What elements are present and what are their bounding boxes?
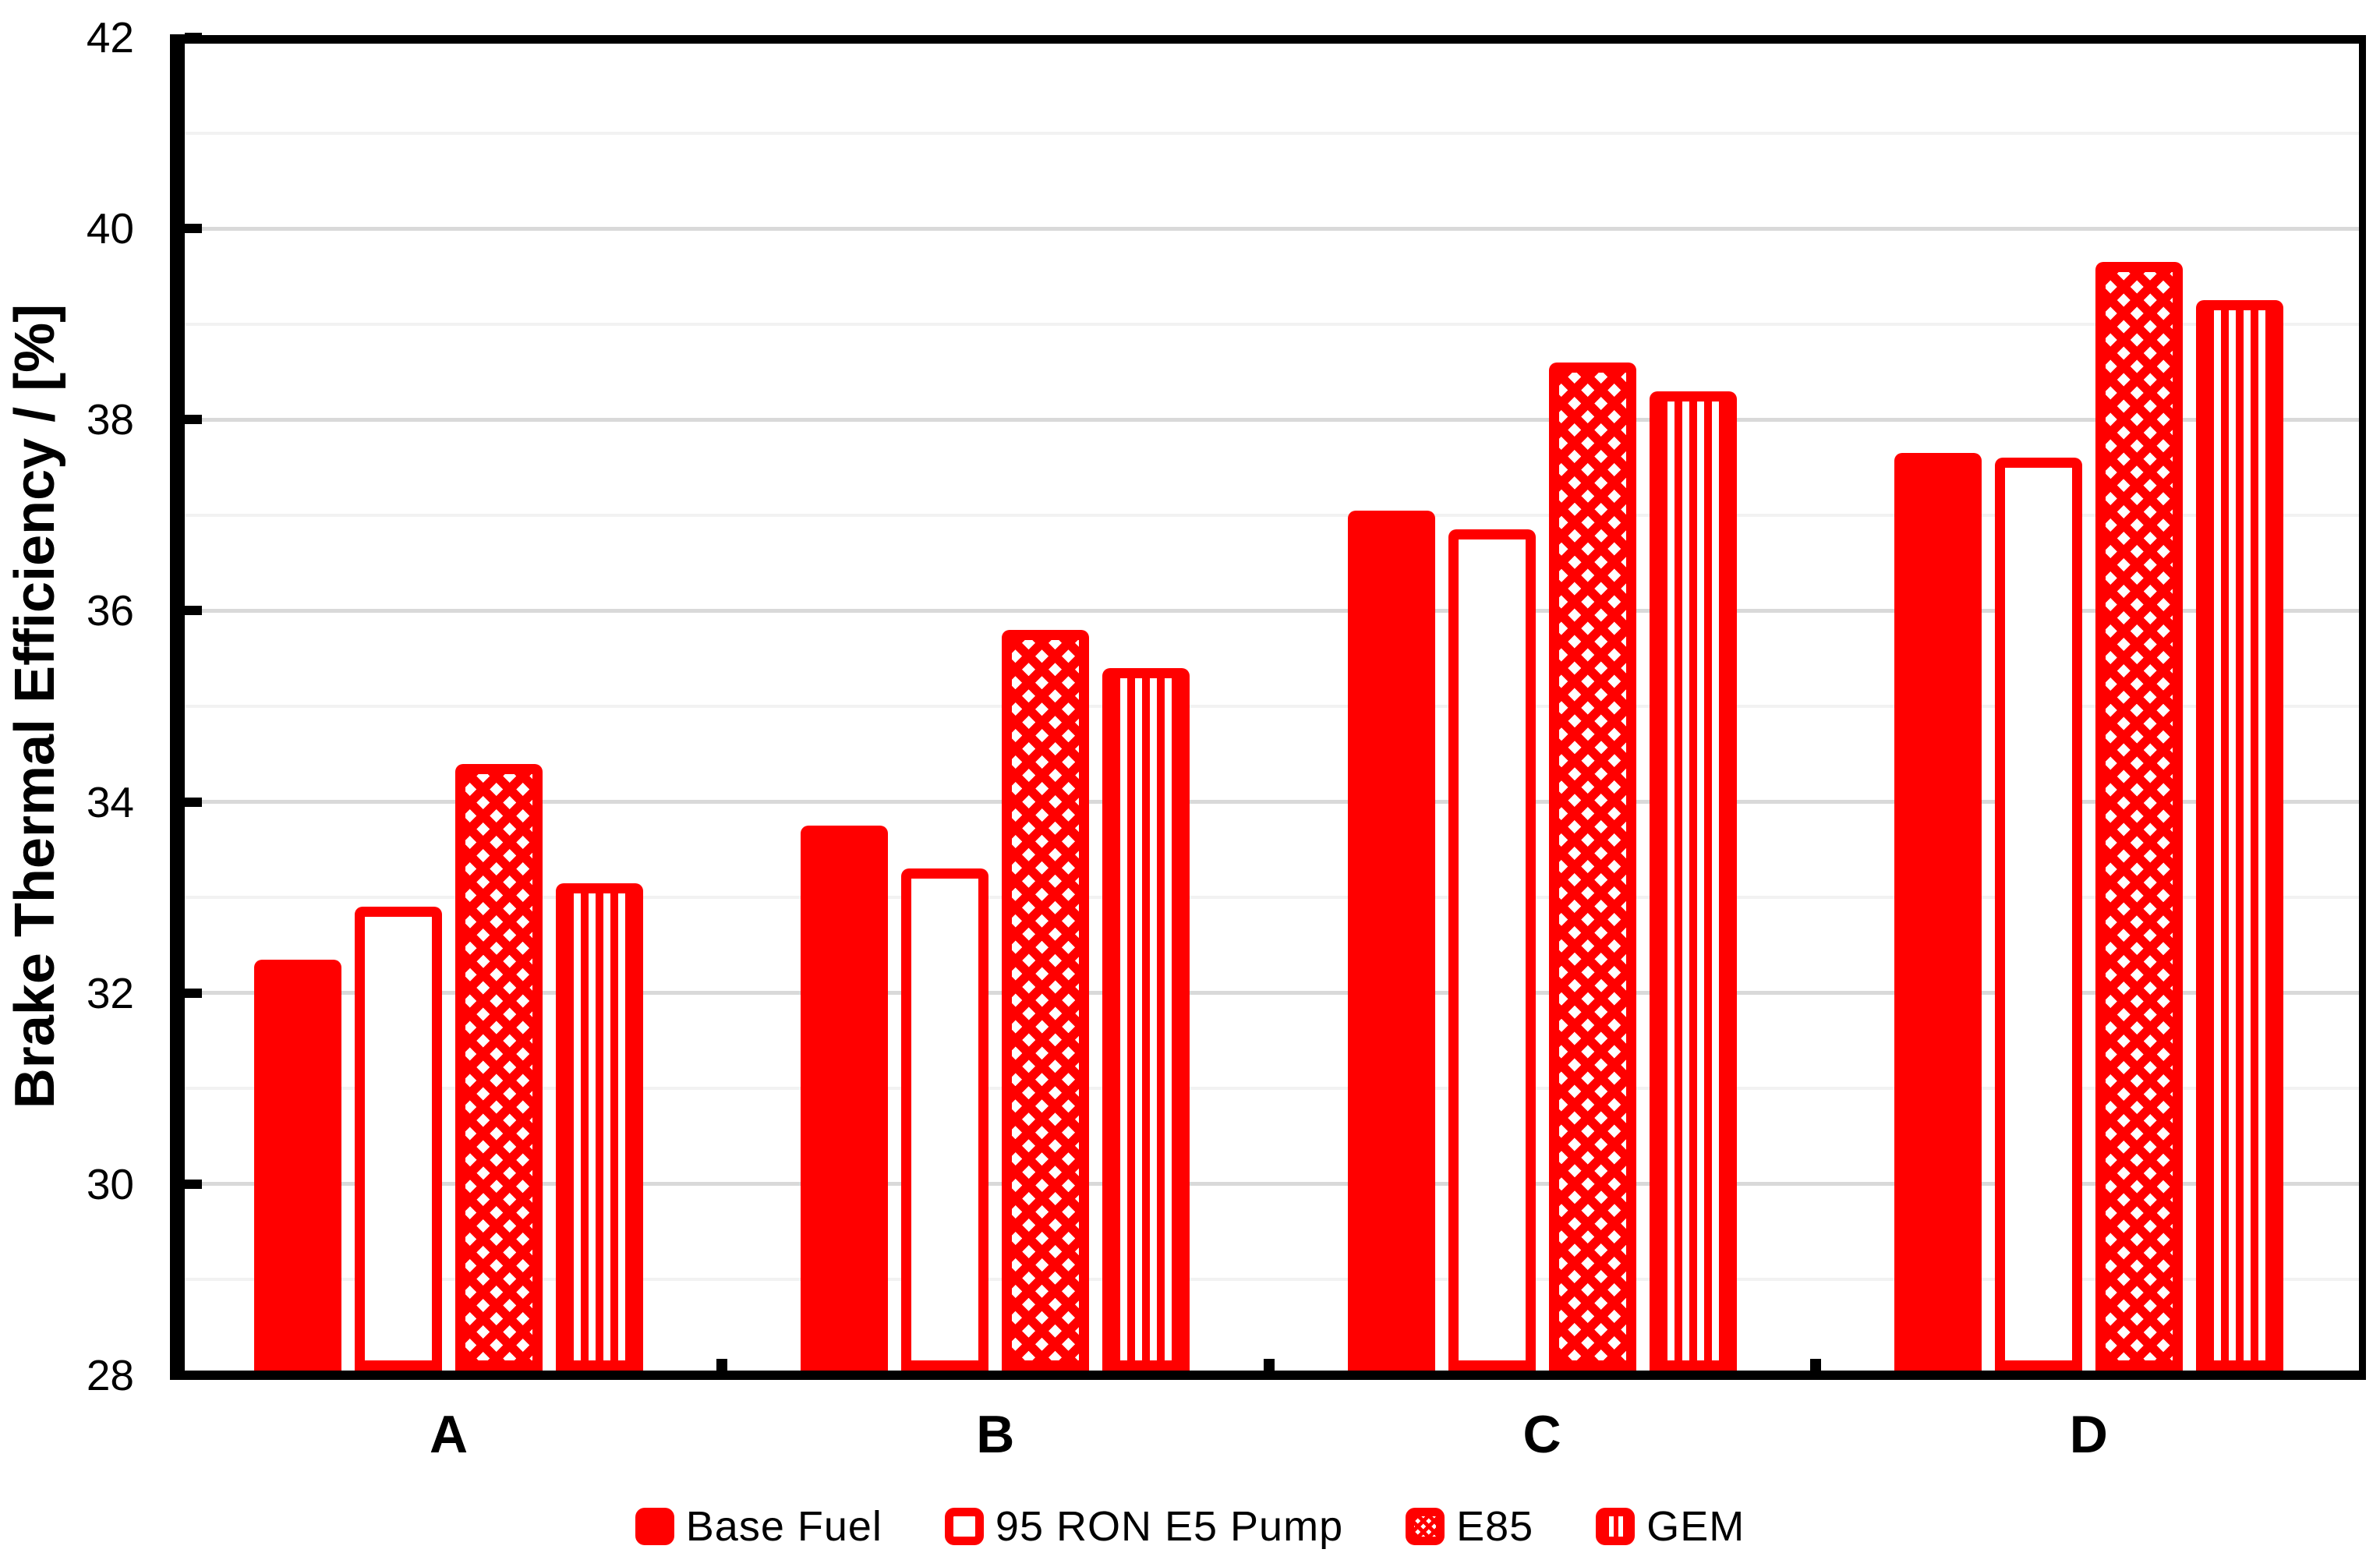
y-axis-tick [185, 1371, 202, 1380]
bar-D-95-ron-e5-pump [1994, 458, 2082, 1371]
y-axis-tick-label: 30 [86, 1159, 134, 1208]
bar-B-e85 [1002, 629, 1090, 1371]
legend-item: GEM [1596, 1502, 1745, 1551]
major-gridline [185, 608, 2359, 613]
legend-label: Base Fuel [685, 1503, 882, 1550]
bar-A-base-fuel [254, 959, 342, 1371]
bar-B-base-fuel [801, 826, 889, 1371]
minor-gridline [185, 1278, 2359, 1282]
legend-marker-base [635, 1508, 674, 1545]
major-gridline [185, 991, 2359, 996]
category-label-b: B [976, 1405, 1015, 1464]
bar-A-e85 [455, 763, 543, 1371]
bar-C-e85 [1548, 362, 1636, 1371]
y-axis-line [170, 34, 185, 1380]
legend-marker-gem [1596, 1508, 1636, 1545]
y-axis-tick-label: 34 [86, 777, 134, 826]
bar-A-gem [556, 883, 644, 1371]
legend-label: E85 [1456, 1503, 1534, 1550]
y-axis-tick-label: 40 [86, 204, 134, 253]
y-axis-tick [185, 606, 202, 616]
x-axis-line [170, 1371, 2366, 1380]
bar-B-gem [1102, 667, 1190, 1371]
y-axis-tick [185, 415, 202, 425]
bar-C-base-fuel [1347, 510, 1435, 1371]
y-axis-tick [185, 33, 202, 42]
legend-item: E85 [1406, 1502, 1533, 1551]
plot-top-border [175, 35, 2366, 44]
bar-D-gem [2195, 300, 2283, 1371]
major-gridline [185, 1182, 2359, 1187]
legend-label: 95 RON E5 Pump [995, 1503, 1344, 1550]
x-axis-tick [716, 1359, 728, 1371]
bar-B-95-ron-e5-pump [901, 868, 989, 1371]
y-axis-tick [185, 988, 202, 998]
y-axis-tick-label: 32 [86, 968, 134, 1017]
x-axis-tick [1809, 1359, 1821, 1371]
major-gridline [185, 800, 2359, 805]
major-gridline [185, 417, 2359, 422]
y-axis-tick [185, 224, 202, 234]
y-axis-tick-label: 28 [86, 1351, 134, 1399]
bar-C-95-ron-e5-pump [1448, 529, 1536, 1371]
minor-gridline [185, 322, 2359, 326]
y-axis-tick [185, 797, 202, 807]
minor-gridline [185, 1087, 2359, 1091]
minor-gridline [185, 705, 2359, 708]
legend-marker-e85 [1406, 1508, 1445, 1545]
legend-label: GEM [1646, 1503, 1745, 1550]
major-gridline [185, 226, 2359, 231]
y-axis-tick [185, 1179, 202, 1189]
bar-A-95-ron-e5-pump [355, 907, 443, 1371]
y-axis-tick-label: 38 [86, 395, 134, 444]
legend-item: 95 RON E5 Pump [944, 1502, 1344, 1551]
legend: Base Fuel 95 RON E5 Pump E85 GEM [0, 1501, 2380, 1552]
legend-item: Base Fuel [635, 1502, 882, 1551]
category-label-d: D [2069, 1405, 2108, 1464]
category-label-a: A [429, 1405, 469, 1464]
bar-D-e85 [2095, 262, 2183, 1371]
plot-right-border [2359, 35, 2366, 1380]
minor-gridline [185, 131, 2359, 135]
y-axis-tick-label: 42 [86, 13, 134, 62]
y-axis-tick-label: 36 [86, 586, 134, 635]
bar-D-base-fuel [1894, 453, 1982, 1371]
legend-marker-pump [944, 1508, 984, 1545]
minor-gridline [185, 896, 2359, 900]
minor-gridline [185, 513, 2359, 517]
category-label-c: C [1522, 1405, 1561, 1464]
bar-C-gem [1649, 391, 1737, 1371]
x-axis-tick [1263, 1359, 1275, 1371]
